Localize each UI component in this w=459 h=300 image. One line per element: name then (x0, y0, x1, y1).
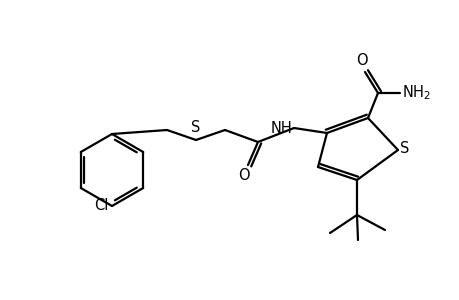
Text: O: O (238, 168, 249, 183)
Text: O: O (355, 53, 367, 68)
Text: S: S (191, 120, 200, 135)
Text: Cl: Cl (95, 199, 109, 214)
Text: NH: NH (270, 121, 291, 136)
Text: S: S (399, 140, 409, 155)
Text: NH$_2$: NH$_2$ (401, 84, 430, 102)
